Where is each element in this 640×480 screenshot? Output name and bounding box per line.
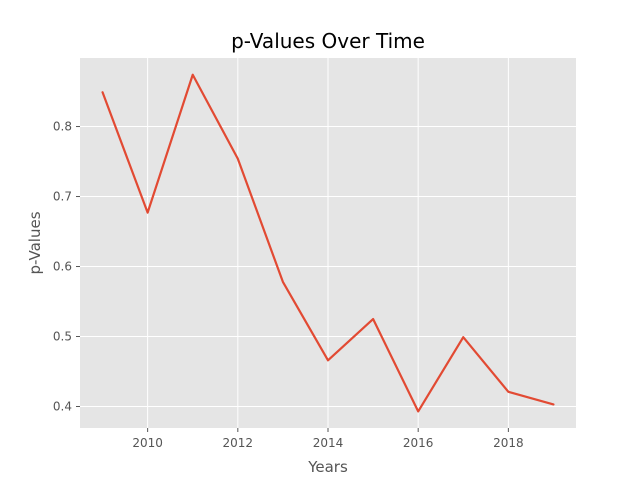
x-tick-label: 2010 [132,436,163,450]
y-tick-label: 0.4 [53,400,72,414]
y-tick-label: 0.7 [53,190,72,204]
y-axis-label: p-Values [26,211,44,274]
y-tick-label: 0.5 [53,330,72,344]
x-tick-label: 2012 [223,436,254,450]
x-tick-label: 2018 [493,436,524,450]
x-tick-label: 2016 [403,436,434,450]
y-tick-label: 0.6 [53,260,72,274]
y-axis-ticks: 0.4 0.5 0.6 0.7 0.8 [53,120,80,414]
y-tick-label: 0.8 [53,120,72,134]
chart-title: p-Values Over Time [231,29,425,53]
grid-lines [80,58,576,428]
x-tick-label: 2014 [313,436,344,450]
x-axis-ticks: 2010 2012 2014 2016 2018 [132,428,524,450]
x-axis-label: Years [307,458,348,476]
series-layer [101,73,555,413]
